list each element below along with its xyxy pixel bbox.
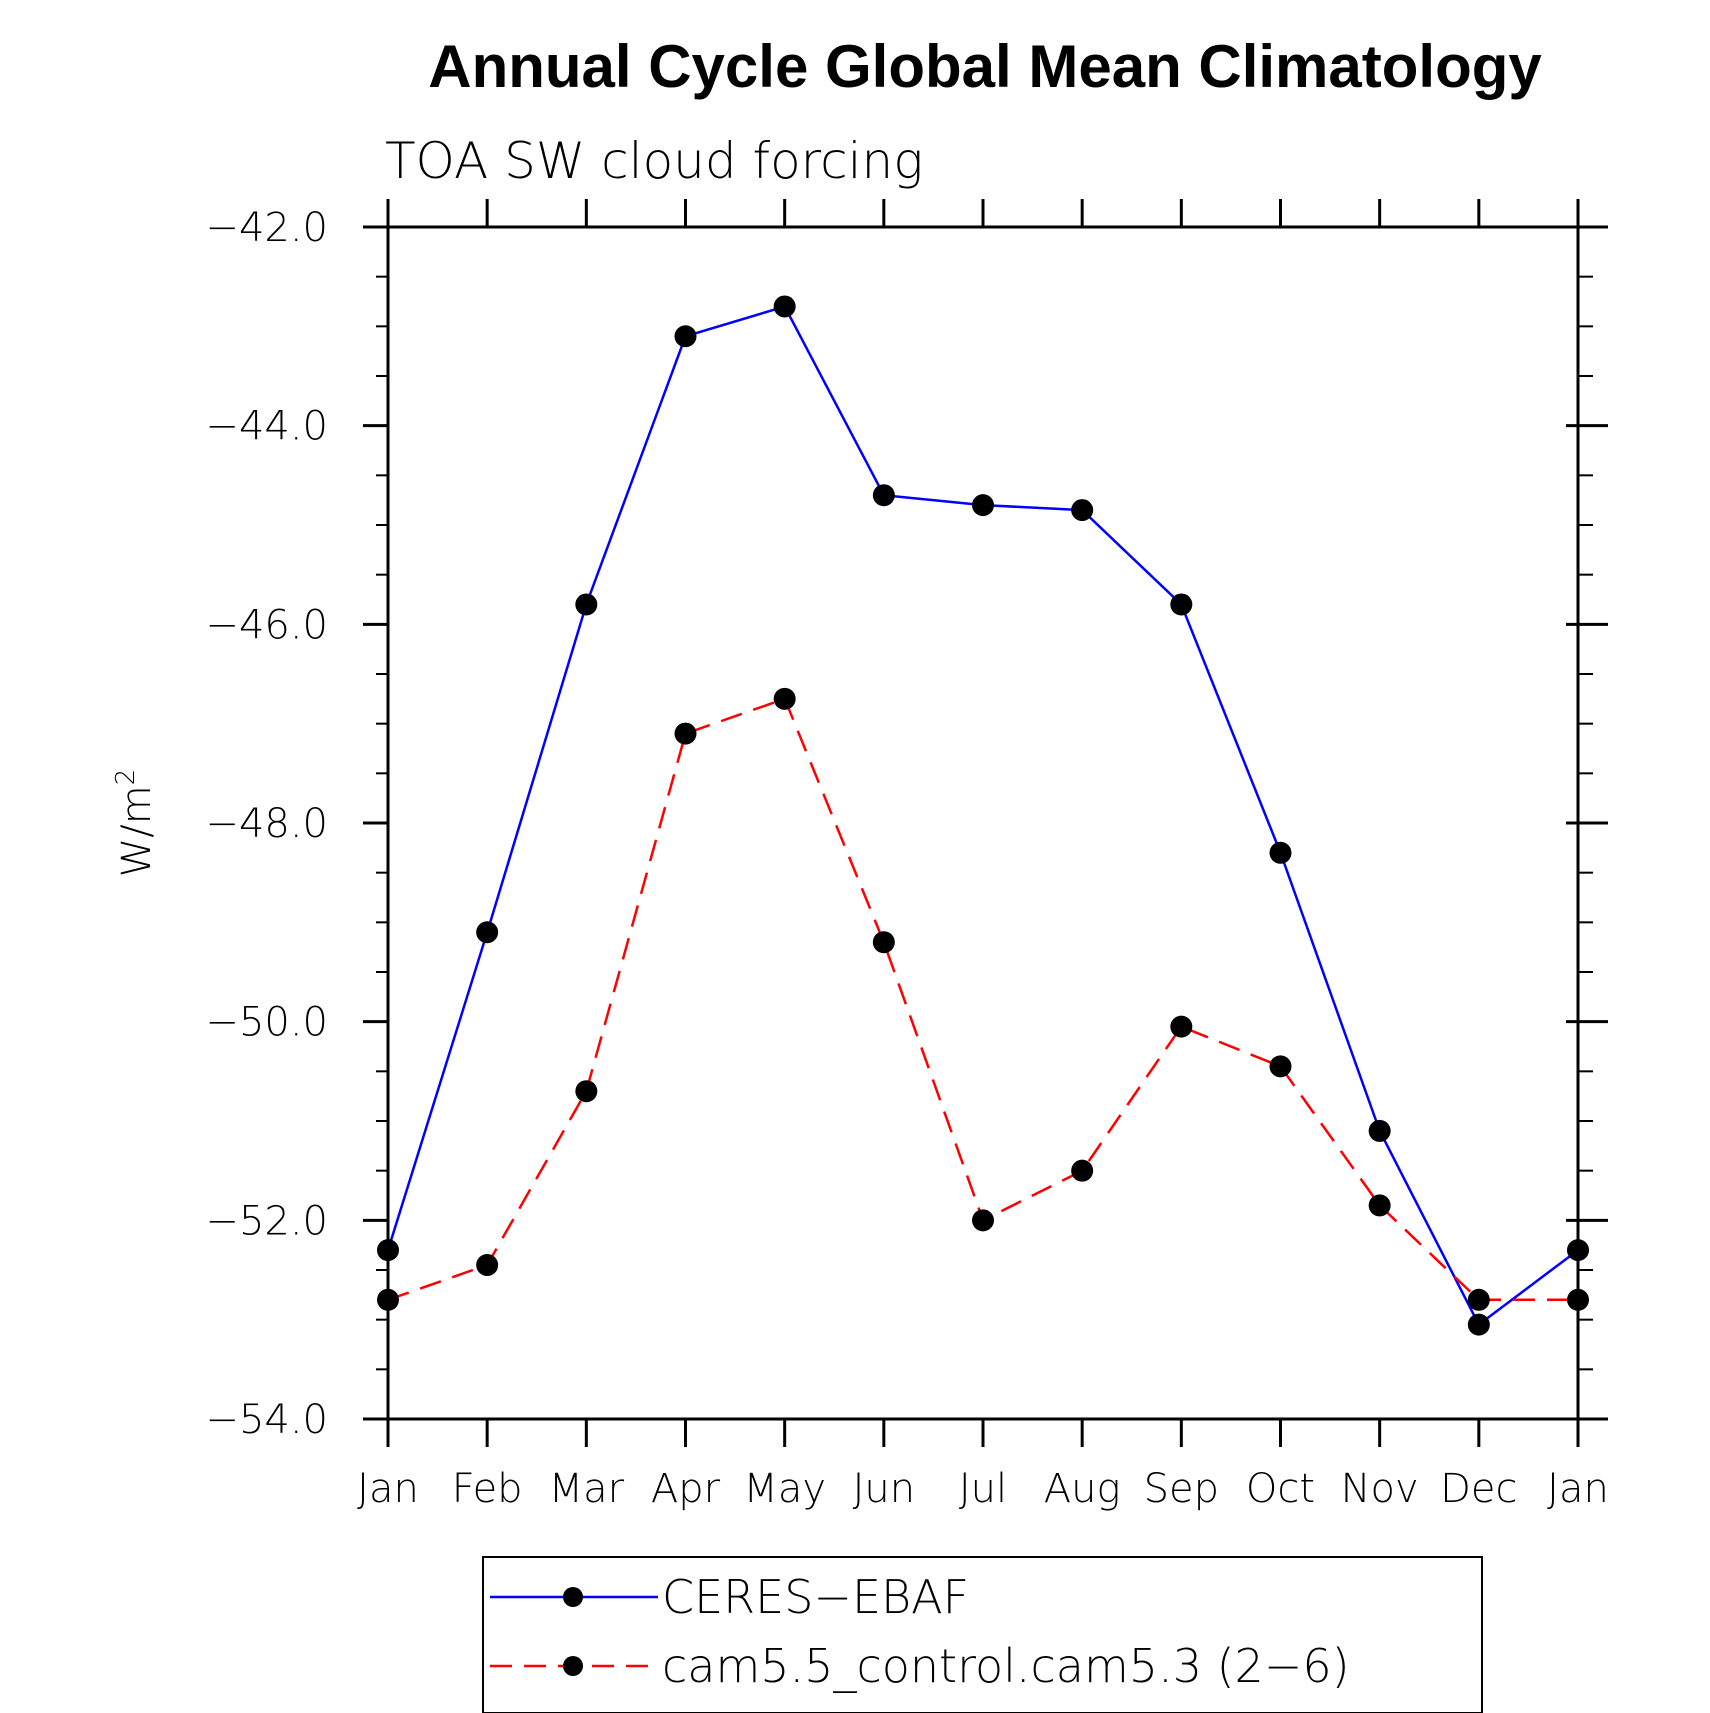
x-tick-label: Sep — [1144, 1466, 1219, 1512]
series-1-point — [575, 593, 598, 616]
chart-title: Annual Cycle Global Mean Climatology — [428, 33, 1542, 100]
series-2-point — [674, 722, 697, 745]
legend-marker-1 — [563, 1587, 583, 1607]
axis-ticks — [363, 199, 1608, 1447]
series-1-point — [1170, 593, 1193, 616]
x-tick-label: Mar — [549, 1466, 625, 1512]
legend-label-1: CERES−EBAF — [662, 1570, 969, 1624]
x-tick-labels: Jan Feb Mar Apr May Jun Jul Aug Sep Oct Nov Dec Jan — [357, 1466, 1609, 1512]
series-1-point — [1467, 1313, 1490, 1336]
legend-items: CERES−EBAF cam5.5_control.cam5.3 (2−6) — [490, 1570, 1350, 1693]
series-2-point — [377, 1288, 399, 1311]
x-tick-label: Feb — [452, 1466, 523, 1512]
y-tick-label: −50.0 — [205, 1000, 328, 1046]
series-1-point — [972, 494, 994, 517]
x-tick-label: Jan — [1547, 1466, 1609, 1512]
legend-marker-2 — [563, 1656, 583, 1676]
series-2-point — [1071, 1159, 1094, 1182]
y-tick-label: −44.0 — [205, 404, 328, 450]
series-2-point — [1269, 1055, 1292, 1078]
series-2-point — [1467, 1288, 1490, 1311]
series-1-point — [476, 921, 499, 944]
x-tick-label: Nov — [1341, 1466, 1419, 1512]
series-2-point — [1368, 1194, 1391, 1217]
y-axis-label-superscript: 2 — [111, 769, 141, 786]
series-1-point — [1567, 1239, 1589, 1262]
y-axis-label-main: W/m — [114, 785, 160, 877]
series-2-point — [476, 1254, 499, 1277]
x-tick-label: Oct — [1246, 1466, 1315, 1512]
series-line-1 — [386, 305, 1579, 1327]
series-1-point — [674, 325, 697, 348]
series-1-point — [377, 1239, 399, 1262]
series-layer — [377, 295, 1589, 1336]
y-tick-label: −48.0 — [205, 801, 328, 847]
x-tick-label: Jul — [959, 1466, 1007, 1512]
legend-box — [482, 1556, 1483, 1713]
legend: CERES−EBAF cam5.5_control.cam5.3 (2−6) — [482, 1556, 1483, 1713]
x-tick-label: Aug — [1044, 1466, 1121, 1512]
series-2-point — [872, 931, 895, 954]
series-2-point — [773, 687, 796, 710]
x-tick-label: Apr — [651, 1466, 721, 1512]
series-1-point — [872, 484, 895, 507]
series-1-point — [1368, 1119, 1391, 1142]
x-tick-label: Jan — [357, 1466, 419, 1512]
series-1-point — [1071, 499, 1094, 522]
y-tick-label: −42.0 — [205, 205, 328, 251]
y-tick-label: −52.0 — [205, 1198, 328, 1244]
y-tick-label: −54.0 — [205, 1397, 328, 1443]
legend-label-2: cam5.5_control.cam5.3 (2−6) — [662, 1639, 1350, 1693]
y-tick-labels: −54.0 −52.0 −50.0 −48.0 −46.0 −44.0 −42.0 — [205, 205, 328, 1443]
plot-frame — [386, 225, 1580, 1421]
series-1-point — [773, 295, 796, 318]
series-2-point — [1567, 1288, 1589, 1311]
series-2-point — [972, 1209, 994, 1232]
x-tick-label: Dec — [1440, 1466, 1517, 1512]
x-tick-label: May — [743, 1466, 826, 1512]
x-tick-label: Jun — [853, 1466, 916, 1512]
y-tick-label: −46.0 — [205, 602, 328, 648]
series-1-point — [1269, 841, 1292, 864]
series-2-point — [1170, 1015, 1193, 1038]
chart-subtitle: TOA SW cloud forcing — [385, 132, 923, 190]
y-axis-label: W/m2 — [111, 769, 160, 878]
series-2-point — [575, 1080, 598, 1103]
